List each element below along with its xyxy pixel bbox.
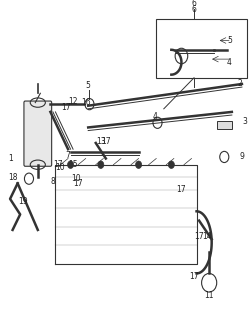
Text: 19: 19 <box>18 197 27 206</box>
Text: 17: 17 <box>73 179 83 188</box>
Text: 16: 16 <box>81 98 90 107</box>
Text: 17: 17 <box>101 137 111 146</box>
Text: 6: 6 <box>192 0 197 8</box>
Text: 1: 1 <box>8 154 12 163</box>
Text: 2: 2 <box>237 79 242 88</box>
Text: 18: 18 <box>8 172 17 182</box>
FancyBboxPatch shape <box>24 101 52 166</box>
Text: 14: 14 <box>202 232 211 241</box>
Text: 5: 5 <box>227 36 232 45</box>
Text: 10: 10 <box>71 174 80 183</box>
Text: 17: 17 <box>189 272 199 281</box>
Text: 7: 7 <box>66 151 71 160</box>
Text: 4: 4 <box>152 112 158 121</box>
Text: 17: 17 <box>53 160 63 169</box>
Text: 9: 9 <box>239 152 244 162</box>
Circle shape <box>168 161 174 168</box>
Text: 17: 17 <box>61 103 70 112</box>
FancyBboxPatch shape <box>156 19 247 78</box>
Circle shape <box>98 161 104 168</box>
Text: 8: 8 <box>51 177 55 186</box>
Circle shape <box>136 161 142 168</box>
Text: 5: 5 <box>86 81 91 90</box>
Text: 4: 4 <box>227 58 232 67</box>
Circle shape <box>68 161 74 168</box>
Text: 15: 15 <box>68 160 78 169</box>
Text: 6: 6 <box>192 5 197 14</box>
Text: 17: 17 <box>177 185 186 194</box>
Text: 17: 17 <box>194 232 204 241</box>
Text: 11: 11 <box>204 291 214 300</box>
Text: 13: 13 <box>96 137 106 146</box>
Text: 10: 10 <box>56 163 65 172</box>
Text: 12: 12 <box>68 97 78 106</box>
FancyBboxPatch shape <box>217 121 232 129</box>
Text: 3: 3 <box>242 117 247 126</box>
